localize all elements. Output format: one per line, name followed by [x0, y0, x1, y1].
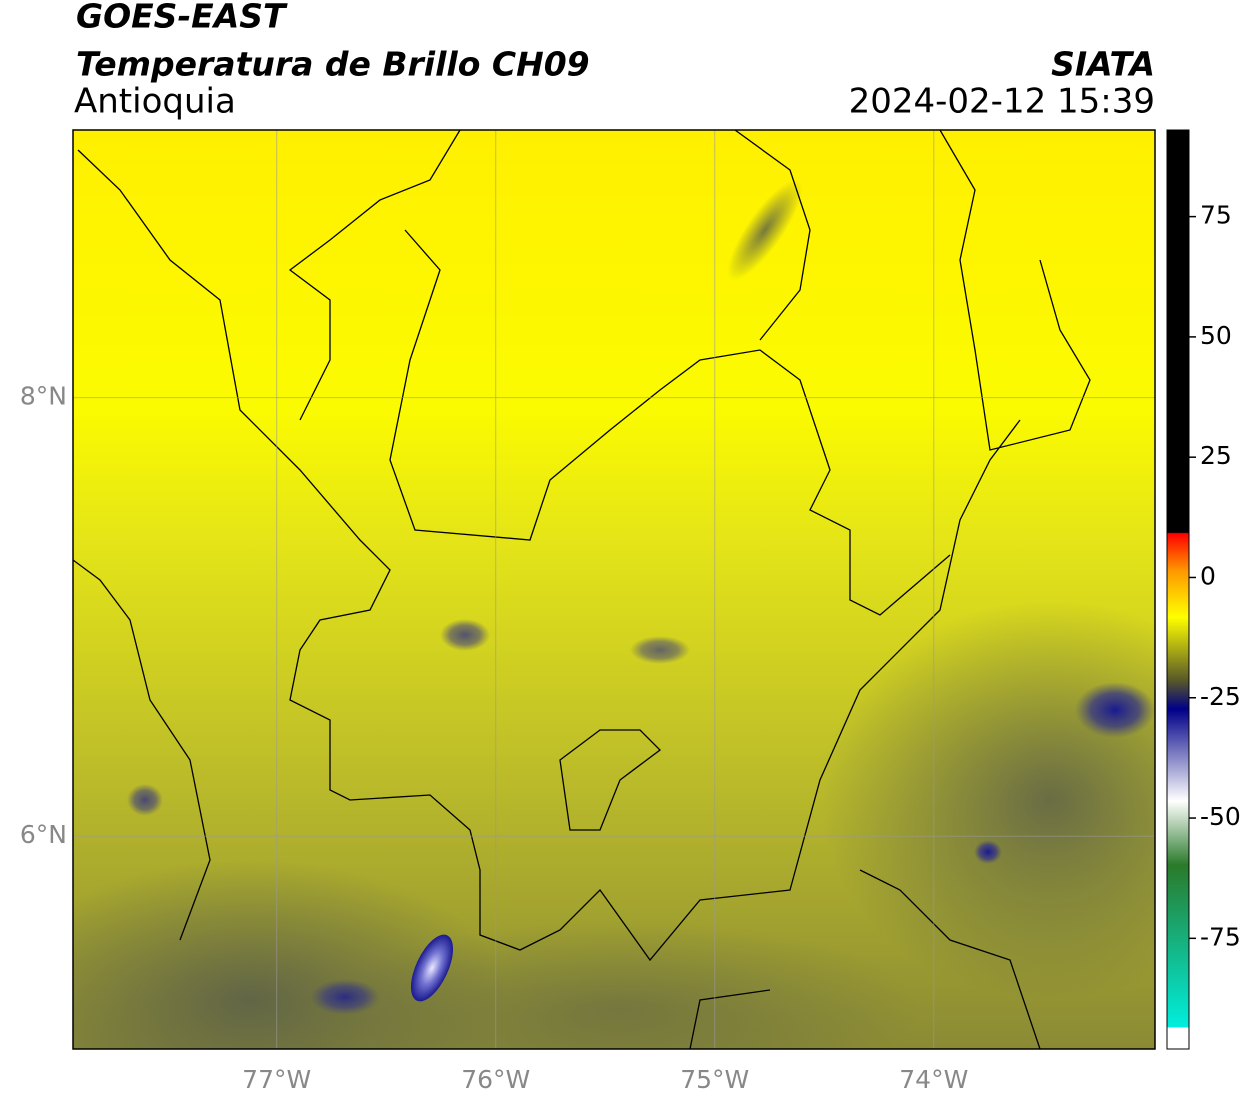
x-tick-label: 76°W: [461, 1065, 530, 1094]
colorbar-tick-label: 0: [1200, 561, 1216, 590]
imagery: [73, 130, 1155, 1049]
datetime: 2024-02-12 15:39: [849, 82, 1155, 122]
x-tick-label: 77°W: [242, 1065, 311, 1094]
colorbar: [1166, 129, 1190, 1050]
agency: SIATA: [1051, 45, 1155, 84]
product: Temperatura de Brillo CH09: [76, 45, 590, 84]
colorbar-tick-label: -75: [1200, 922, 1241, 951]
colorbar-tick-label: -50: [1200, 802, 1241, 831]
colorbar-tick-label: 75: [1200, 201, 1232, 230]
colorbar-tick-label: -25: [1200, 682, 1241, 711]
region: Antioquia: [74, 82, 236, 122]
x-tick-label: 75°W: [680, 1065, 749, 1094]
y-tick-label: 8°N: [20, 382, 67, 411]
colorbar-tick-label: 50: [1200, 321, 1232, 350]
colorbar-tick-label: 25: [1200, 441, 1232, 470]
graticule: [73, 130, 1155, 1049]
y-tick-label: 6°N: [20, 820, 67, 849]
map-frame: [72, 129, 1156, 1050]
source: GOES-EAST: [76, 0, 288, 36]
x-tick-label: 74°W: [899, 1065, 968, 1094]
